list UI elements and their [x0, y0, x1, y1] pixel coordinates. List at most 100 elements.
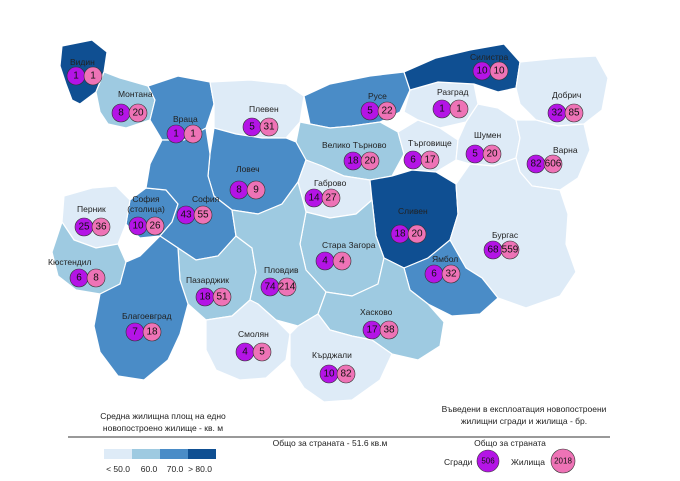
region-name-plovdiv: Пловдив [264, 265, 299, 275]
color-bin-label-1: < 50.0 [106, 464, 130, 474]
dwellings-marker-pleven [259, 117, 279, 137]
dwellings-marker-kyustendil [86, 268, 106, 288]
buildings-value-smolyan: 4 [242, 347, 248, 358]
dwellings-value-yambol: 32 [445, 269, 457, 280]
dwellings-total: 2018 [554, 457, 572, 466]
region-name-burgas: Бургас [492, 230, 519, 240]
buildings-value-pernik: 25 [78, 222, 90, 233]
buildings-value-dobrich: 32 [551, 108, 563, 119]
color-bin-1 [104, 449, 132, 459]
buildings-value-razgrad: 1 [439, 104, 445, 115]
buildings-value-vidin: 1 [73, 71, 79, 82]
dwellings-value-ruse: 22 [381, 106, 393, 117]
dwellings-marker-ruse [377, 101, 397, 121]
dwellings-value-lovech: 9 [253, 185, 259, 196]
dwellings-value-varna: 606 [545, 159, 562, 170]
dwellings-marker-pazardzhik [212, 287, 232, 307]
dwellings-value-shumen: 20 [486, 149, 498, 160]
buildings-label: Сгради [444, 457, 473, 467]
region-name-sofia: София [192, 194, 220, 204]
buildings-value-pleven: 5 [249, 122, 255, 133]
buildings-value-sliven: 18 [394, 229, 406, 240]
dwellings-value-razgrad: 1 [456, 104, 462, 115]
dwellings-total-marker [550, 448, 576, 474]
dwellings-marker-lovech [246, 180, 266, 200]
color-bin-2 [132, 449, 160, 459]
region-name-ruse: Русе [368, 91, 387, 101]
region-name-targovishte: Търговище [408, 138, 452, 148]
dwellings-marker-razgrad [449, 99, 469, 119]
dwellings-marker-haskovo [379, 320, 399, 340]
buildings-value-targovishte: 6 [410, 155, 416, 166]
region-name-pernik: Перник [77, 204, 106, 214]
buildings-value-sofia: 43 [180, 210, 192, 221]
dwellings-value-dobrich: 85 [568, 108, 580, 119]
dwellings-marker-burgas [500, 240, 520, 260]
dwellings-value-sofia-grad: 26 [149, 221, 161, 232]
color-bin-label-2: 60.0 [141, 464, 158, 474]
region-name-silistra: Силистра [470, 52, 508, 62]
country-total-label: Общо за страната [474, 438, 546, 448]
color-scale: < 50.0 60.0 70.0 > 80.0 [104, 449, 216, 474]
region-name-stara-zagora: Стара Загора [322, 240, 376, 250]
dwellings-value-montana: 20 [132, 108, 144, 119]
dwellings-value-pleven: 31 [263, 122, 275, 133]
dwellings-value-silistra: 10 [493, 66, 505, 77]
dwellings-marker-silistra [489, 61, 509, 81]
region-name-blagoevgrad: Благоевград [122, 311, 172, 321]
region-name-sofia-grad: София [132, 194, 160, 204]
region-smolyan [205, 299, 291, 381]
buildings-value-shumen: 5 [472, 149, 478, 160]
buildings-total: 506 [481, 457, 495, 466]
region-ruse [303, 71, 411, 129]
dwellings-marker-sliven [407, 224, 427, 244]
dwellings-marker-gabrovo [321, 188, 341, 208]
region-name-dobrich: Добрич [552, 90, 581, 100]
buildings-value-burgas: 68 [487, 245, 499, 256]
color-bin-3 [160, 449, 188, 459]
region-name-gabrovo: Габрово [314, 178, 347, 188]
dwellings-value-sliven: 20 [411, 229, 423, 240]
dwellings-marker-vidin [83, 66, 103, 86]
dwellings-marker-blagoevgrad [142, 322, 162, 342]
buildings-total-marker [476, 449, 500, 473]
legend-area-title-2: новопостроено жилище - кв. м [103, 423, 223, 433]
dwellings-value-haskovo: 38 [383, 325, 395, 336]
buildings-value-gabrovo: 14 [308, 193, 320, 204]
buildings-value-sofia-grad: 10 [132, 221, 144, 232]
dwellings-value-pernik: 36 [95, 222, 107, 233]
region-name-varna: Варна [553, 145, 578, 155]
dwellings-value-burgas: 559 [502, 245, 519, 256]
buildings-value-stara-zagora: 4 [322, 256, 328, 267]
region-name-vidin: Видин [70, 57, 95, 67]
dwellings-value-pazardzhik: 51 [216, 292, 228, 303]
dwellings-value-blagoevgrad: 18 [146, 327, 158, 338]
dwellings-marker-sofia [193, 205, 213, 225]
dwellings-value-gabrovo: 27 [325, 193, 337, 204]
dwellings-marker-yambol [441, 264, 461, 284]
dwellings-marker-smolyan [252, 342, 272, 362]
dwellings-value-vidin: 1 [90, 71, 96, 82]
country-average: Общо за страната - 51.6 кв.м [273, 438, 388, 448]
region-name-veliko-tarnovo: Велико Търново [322, 140, 387, 150]
buildings-value-montana: 8 [118, 108, 124, 119]
region-name-yambol: Ямбол [432, 254, 458, 264]
dwellings-value-kardzhali: 82 [340, 369, 352, 380]
buildings-value-pazardzhik: 18 [199, 292, 211, 303]
dwellings-label: Жилища [511, 457, 545, 467]
dwellings-value-kyustendil: 8 [93, 273, 99, 284]
dwellings-marker-kardzhali [336, 364, 356, 384]
buildings-value-veliko-tarnovo: 18 [347, 156, 359, 167]
region-name-lovech: Ловеч [236, 164, 260, 174]
dwellings-marker-shumen [482, 144, 502, 164]
color-bin-4 [188, 449, 216, 459]
dwellings-value-plovdiv: 214 [279, 282, 296, 293]
dwellings-marker-stara-zagora [332, 251, 352, 271]
region-name-sofia-grad-2: (столица) [127, 204, 165, 214]
buildings-value-yambol: 6 [431, 269, 437, 280]
region-name-pleven: Плевен [249, 104, 279, 114]
buildings-value-lovech: 8 [236, 185, 242, 196]
dwellings-value-stara-zagora: 4 [339, 256, 345, 267]
dwellings-marker-vratsa [183, 124, 203, 144]
